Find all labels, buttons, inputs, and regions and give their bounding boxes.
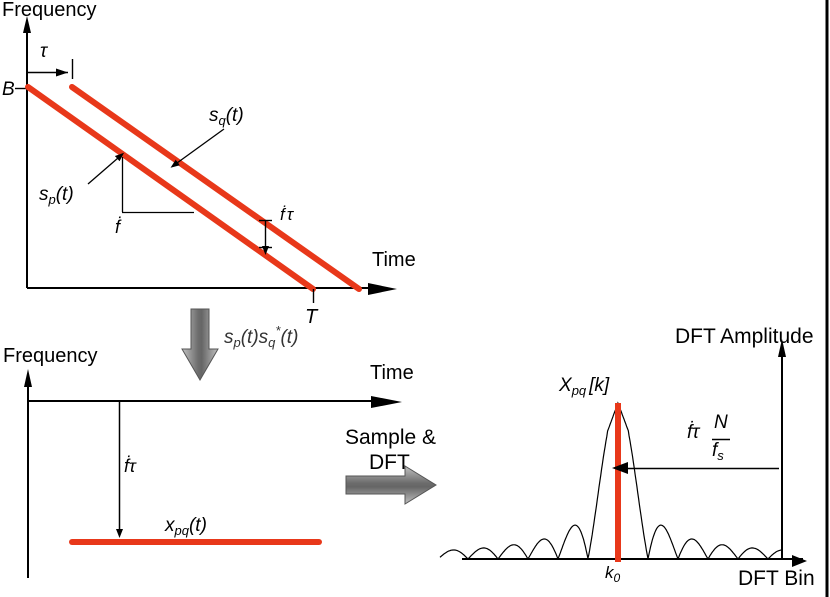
svg-text:Frequency: Frequency [2,0,97,21]
svg-text:sq(t): sq(t) [209,105,244,128]
svg-text:ḟτ: ḟτ [280,204,295,224]
svg-text:ḟ: ḟ [115,216,122,237]
svg-text:DFT: DFT [369,451,410,474]
svg-text:DFT Amplitude: DFT Amplitude [675,325,814,348]
svg-text:fs: fs [712,440,724,463]
svg-text:ḟτ: ḟτ [124,455,137,476]
svg-text:xpq(t): xpq(t) [164,515,207,538]
svg-text:B: B [2,79,15,100]
svg-text:Sample &: Sample & [345,426,436,449]
svg-text:DFT Bin: DFT Bin [738,567,815,590]
svg-text:Xpq[k]: Xpq [k] [558,375,610,398]
svg-text:τ: τ [40,41,49,62]
svg-text:Time: Time [370,362,414,384]
svg-text:T: T [305,306,319,328]
svg-text:sp(t): sp(t) [39,184,74,207]
svg-text:k0: k0 [605,563,621,585]
svg-text:ḟτ: ḟτ [687,421,701,443]
svg-text:N: N [714,412,728,433]
svg-text:Time: Time [372,249,416,271]
svg-text:sp(t)sq*(t): sp(t)sq*(t) [224,323,298,350]
svg-text:Frequency: Frequency [3,345,98,367]
